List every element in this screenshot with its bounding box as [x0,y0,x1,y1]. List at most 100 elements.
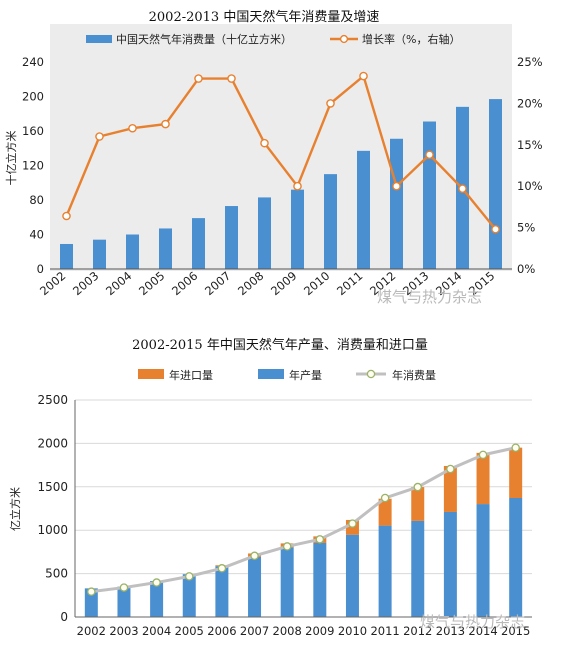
point-consumption [217,564,227,573]
point-growth [458,184,467,193]
point-consumption [87,587,96,596]
x-tick-label: 2005 [136,269,167,299]
x-tick-label: 2010 [338,624,367,638]
x-tick-label: 2004 [103,269,134,299]
bar-consumption [60,243,73,269]
x-tick-label: 2012 [403,624,432,638]
bar-production [378,525,392,617]
y-tick-label: 2000 [37,436,68,450]
x-tick-label: 2009 [305,624,334,638]
point-consumption [315,535,325,544]
point-consumption [478,450,488,460]
bar-production [313,542,327,617]
legend-marker-growth [339,34,349,44]
y2-tick-label: 10% [517,179,543,193]
y-tick-label: 1500 [37,480,68,494]
y-tick-label: 40 [29,228,44,242]
bar-consumption [126,234,139,269]
point-consumption [119,583,129,592]
point-growth [194,74,203,83]
y2-tick-label: 0% [517,262,535,276]
x-tick-label: 2011 [334,269,365,299]
point-growth [425,150,434,160]
point-growth [326,99,335,108]
bar-import [443,465,457,512]
x-tick-label: 2015 [501,624,530,638]
bar-production [117,586,131,617]
x-tick-label: 2006 [169,269,200,299]
legend-label-consumption: 中国天然气年消费量（十亿立方米） [116,32,292,46]
chart-production-consumption-import: 2002-2015 年中国天然气年产量、消费量和进口量 年进口量 年产量 年消费… [8,337,532,638]
bar-consumption [93,239,106,269]
legend-label-import: 年进口量 [169,368,213,382]
bar-consumption [423,121,436,269]
point-growth [293,181,302,191]
line-growth [65,73,497,231]
chart-consumption-growth: 2002-2013 中国天然气年消费量及增速 0 40 80 120 160 200 240… [4,9,543,298]
bar-import [411,487,425,521]
legend-label-production: 年产量 [289,368,322,382]
bar-consumption [390,138,403,269]
point-consumption [250,551,259,561]
point-consumption [152,578,161,587]
legend-marker-consumption [366,369,376,379]
legend-swatch-import [138,369,164,379]
chart1-title: 2002-2013 中国天然气年消费量及增速 [149,9,380,25]
point-growth [491,224,500,234]
bar-production [411,520,425,617]
y-tick-label: 2500 [37,393,68,407]
bar-consumption [489,99,502,270]
y-tick-label: 200 [22,90,44,104]
bar-production [84,588,98,617]
y-tick-label: 120 [22,159,44,173]
chart2-legend: 年进口量 年产量 年消费量 [138,368,436,382]
chart2-ylabel: 亿立方米 [8,487,22,531]
point-consumption [413,482,422,492]
x-tick-label: 2004 [142,624,171,638]
watermark-top: 煤气与热力杂志 [377,288,483,306]
bar-consumption [192,218,205,269]
point-consumption [282,542,292,551]
point-consumption [348,519,357,528]
point-consumption [511,443,520,452]
x-tick-label: 2006 [207,624,236,638]
point-growth [227,74,236,83]
bar-production [182,574,196,617]
x-tick-label: 2014 [468,624,497,638]
bar-consumption [258,197,271,269]
y2-tick-label: 20% [517,96,543,110]
x-tick-label: 2010 [301,269,332,299]
y2-tick-label: 25% [517,55,543,69]
bar-production [509,497,523,617]
y-tick-label: 240 [22,55,44,69]
bar-consumption [357,150,370,269]
bar-import [378,498,392,526]
x-tick-label: 2003 [70,269,101,299]
legend-swatch-consumption [86,35,112,43]
chart1-legend: 中国天然气年消费量（十亿立方米） 增长率（%，右轴） [86,32,460,46]
bar-production [443,511,457,617]
chart1-plot-bg [50,24,512,271]
x-tick-label: 2013 [436,624,465,638]
x-tick-label: 2007 [240,624,269,638]
line-consumption [91,446,516,594]
chart1-ylabel: 十亿立方米 [4,131,18,186]
x-tick-label: 2007 [202,269,233,299]
point-growth [95,132,104,141]
point-growth [359,71,368,81]
point-growth [392,181,401,191]
x-tick-label: 2008 [273,624,302,638]
legend-label-growth: 增长率（%，右轴） [362,32,460,46]
bar-consumption [291,189,304,269]
y-tick-label: 0 [60,610,68,624]
x-tick-label: 2002 [77,624,106,638]
bar-production [345,534,359,617]
bar-consumption [159,228,172,269]
bar-production [280,547,294,617]
bar-import [509,447,523,498]
legend-label-consumption2: 年消费量 [392,368,436,382]
chart2-title: 2002-2015 年中国天然气年产量、消费量和进口量 [132,337,428,353]
legend-swatch-production [258,369,284,379]
watermark-bottom: 煤气与热力杂志 [420,613,526,631]
